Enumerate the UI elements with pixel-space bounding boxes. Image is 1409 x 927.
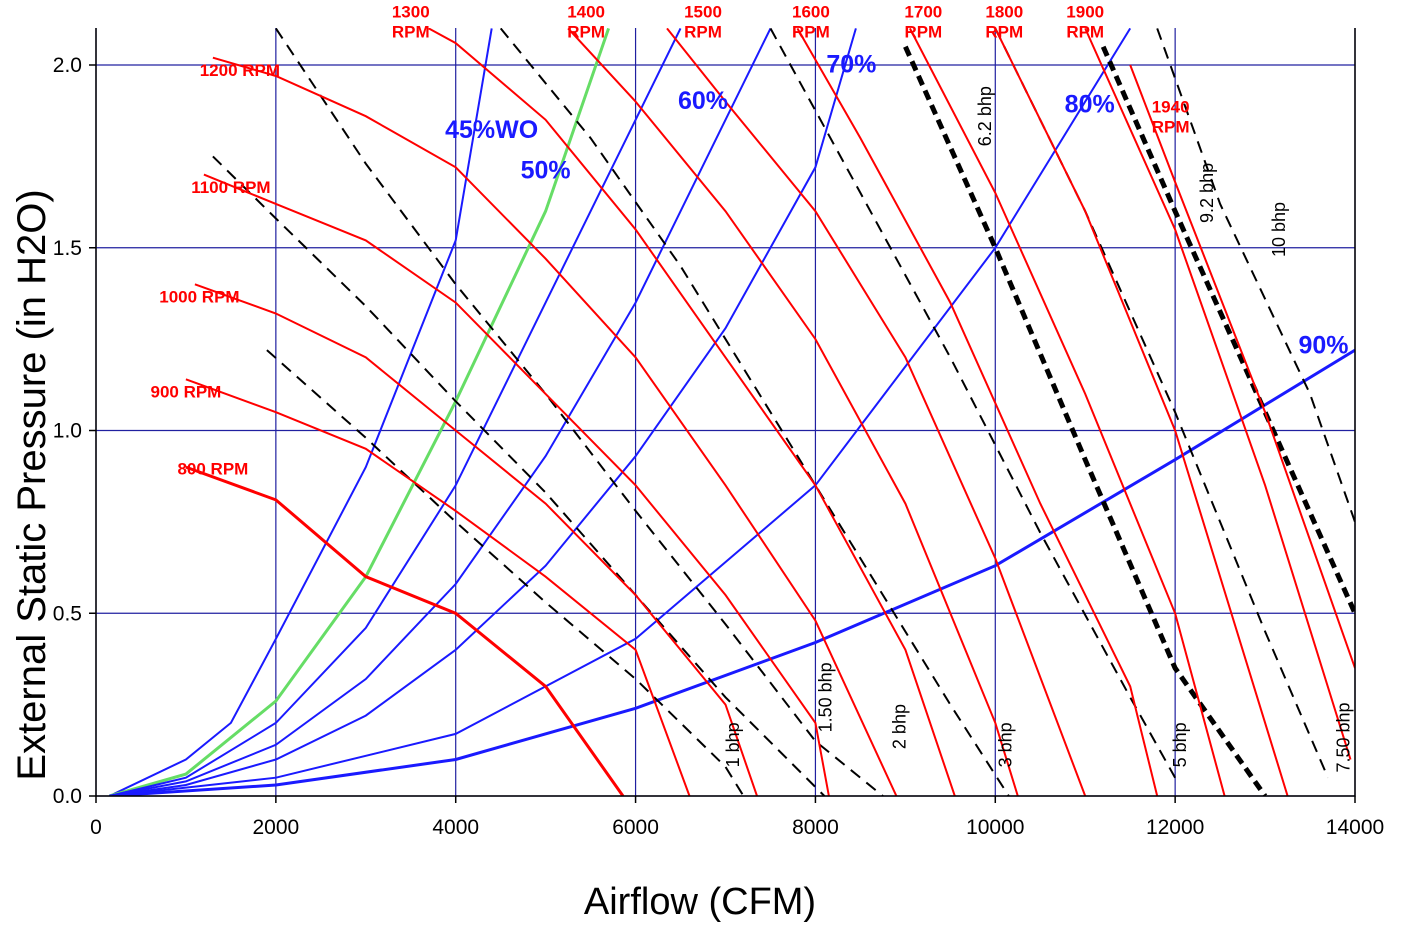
bhp-label-1-bhp: 1 bhp [723,722,743,767]
bhp-curve-3-bhp [499,28,1010,796]
x-tick-label: 2000 [252,816,299,839]
x-tick-label: 10000 [966,816,1024,839]
bhp-curves [212,28,1355,796]
rpm-curve-1100-rpm [203,173,830,796]
grid [95,28,1356,797]
rpm-label-800-rpm: 800 RPM [177,459,248,478]
rpm-label-1700-rpm: 1700 RPM [904,2,942,41]
wo-label-90: 90% [1299,332,1349,360]
bhp-curve-9-2-bhp [1100,45,1355,615]
bhp-curve-10-bhp [1156,28,1355,523]
wo-label-70: 70% [826,50,876,78]
bhp-curve-2-bhp [275,28,884,796]
x-tick-label: 6000 [612,816,659,839]
bhp-label-7-50-bhp: 7.50 bhp [1334,702,1354,772]
x-tick-label: 14000 [1326,816,1384,839]
x-axis-title: Airflow (CFM) [584,881,816,923]
rpm-curve-800-rpm [185,465,625,796]
y-tick-label: 2.0 [53,54,82,77]
bhp-label-10-bhp: 10 bhp [1269,202,1289,257]
wo-curve-unlabeled-2 [109,28,682,796]
rpm-curve-1600-rpm [796,28,1159,796]
wo-label-60: 60% [678,87,728,115]
rpm-label-1500-rpm: 1500 RPM [684,2,722,41]
plot-frame [95,28,1356,797]
rpm-curve-1800-rpm [994,28,1289,796]
curve-labels: 800 RPM 900 RPM 1000 RPM 1100 RPM 1200 RPM 13… [150,2,1353,772]
rpm-curve-900-rpm [185,378,691,796]
rpm-curve-1700-rpm [909,28,1226,796]
bhp-label-2-bhp: 2 bhp [889,704,909,749]
wo-curve-45-wo [109,28,493,796]
rpm-curve-1400-rpm [567,28,1019,796]
bhp-curve-1-50-bhp [212,155,826,796]
bhp-label-6-2-bhp: 6.2 bhp [975,86,995,146]
bhp-label-5-bhp: 5 bhp [1170,722,1190,767]
rpm-label-1400-rpm: 1400 RPM [567,2,605,41]
x-tick-label: 0 [90,816,102,839]
wo-curve-60 [109,28,772,796]
wide-open-curves [109,28,1355,796]
bhp-curve-7-50-bhp [994,28,1329,779]
y-axis-title: External Static Pressure (in H2O) [10,189,54,780]
bhp-label-9-2-bhp: 9.2 bhp [1197,163,1217,223]
y-tick-label: 1.0 [53,420,82,443]
rpm-curve-1900-rpm [1084,28,1352,760]
wo-curve-90 [109,348,1355,796]
bhp-label-1-50-bhp: 1.50 bhp [816,662,836,732]
bhp-curve-6-2-bhp [903,45,1268,796]
rpm-label-1940-rpm: 1940 RPM [1152,98,1190,137]
x-tick-label: 12000 [1146,816,1204,839]
rpm-curve-1000-rpm [194,283,758,796]
rpm-curve-1500-rpm [666,28,1087,796]
y-tick-label: 0.0 [53,785,82,808]
wo-curve-80 [109,28,1132,796]
rpm-label-1800-rpm: 1800 RPM [985,2,1023,41]
rpm-curves [185,28,1355,796]
bhp-label-3-bhp: 3 bhp [995,722,1015,767]
wo-label-50: 50% [521,156,571,184]
rpm-label-1200-rpm: 1200 RPM [200,61,280,80]
rpm-label-1600-rpm: 1600 RPM [792,2,830,41]
rpm-curve-1940-rpm [1129,64,1355,669]
rpm-label-1100-rpm: 1100 RPM [191,178,270,197]
rpm-label-1000-rpm: 1000 RPM [159,288,239,307]
rpm-label-900-rpm: 900 RPM [150,383,221,402]
y-tick-label: 1.5 [53,237,82,260]
rpm-curve-1300-rpm [428,28,956,796]
rpm-label-1300-rpm: 1300 RPM [392,2,430,41]
x-tick-label: 4000 [432,816,479,839]
axes: 0 2000 4000 6000 8000 10000 12000 14000 0.0 0.5 1.… [53,28,1384,839]
wo-curve-70 [109,28,857,796]
wo-label-80: 80% [1065,91,1115,119]
wo-label-45-wo: 45%WO [445,116,538,144]
rpm-label-1900-rpm: 1900 RPM [1066,2,1104,41]
x-tick-label: 8000 [792,816,839,839]
rpm-curve-1200-rpm [212,56,898,796]
y-tick-label: 0.5 [53,602,82,625]
